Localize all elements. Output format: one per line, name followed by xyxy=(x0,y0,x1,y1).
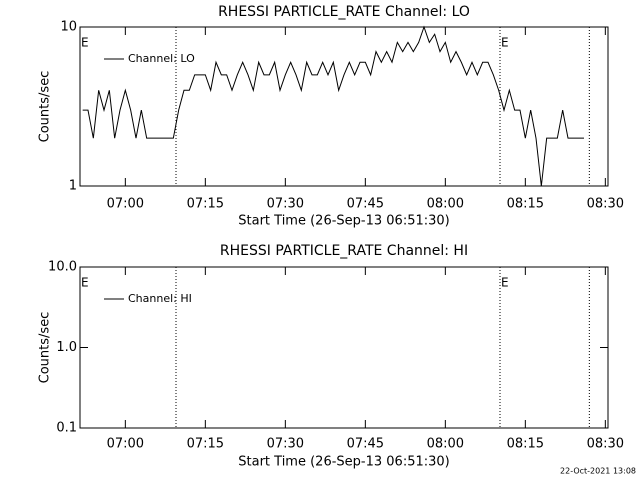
x-tick-label: 07:45 xyxy=(347,197,384,212)
x-tick-label: 07:00 xyxy=(107,437,144,452)
y-axis-label: Counts/sec xyxy=(38,71,53,143)
y-tick-label: 10.0 xyxy=(48,260,77,275)
y-tick-label: 1.0 xyxy=(56,340,77,355)
plot-frame xyxy=(79,26,609,187)
x-tick-label: 07:45 xyxy=(347,437,384,452)
y-tick-label: 0.1 xyxy=(56,421,77,436)
x-tick-label: 07:15 xyxy=(187,197,224,212)
x-tick-label: 07:30 xyxy=(267,197,304,212)
annotation: E xyxy=(81,276,89,290)
x-tick-label: 08:00 xyxy=(427,437,464,452)
legend-label: Channel: HI xyxy=(128,292,192,305)
x-tick-label: 08:00 xyxy=(427,197,464,212)
legend-label: Channel: LO xyxy=(128,52,195,65)
chart-title: RHESSI PARTICLE_RATE Channel: LO xyxy=(218,4,470,20)
x-tick-label: 08:15 xyxy=(507,197,544,212)
x-tick-label: 08:30 xyxy=(587,437,624,452)
x-axis-label: Start Time (26-Sep-13 06:51:30) xyxy=(238,455,449,470)
annotation: E xyxy=(501,276,509,290)
data-line xyxy=(82,25,584,187)
x-tick-label: 08:30 xyxy=(587,197,624,212)
x-axis-label: Start Time (26-Sep-13 06:51:30) xyxy=(238,214,449,229)
x-tick-label: 07:30 xyxy=(267,437,304,452)
x-tick-label: 08:15 xyxy=(507,437,544,452)
y-tick-label: 10 xyxy=(60,20,77,35)
x-tick-label: 07:15 xyxy=(187,437,224,452)
y-tick-label: 1 xyxy=(69,179,77,194)
x-tick-label: 07:00 xyxy=(107,197,144,212)
annotation: E xyxy=(81,36,89,50)
y-axis-label: Counts/sec xyxy=(38,312,53,384)
chart-title: RHESSI PARTICLE_RATE Channel: HI xyxy=(220,243,468,259)
annotation: E xyxy=(501,36,509,50)
footer: 22-Oct-2021 13:08 xyxy=(560,467,636,476)
